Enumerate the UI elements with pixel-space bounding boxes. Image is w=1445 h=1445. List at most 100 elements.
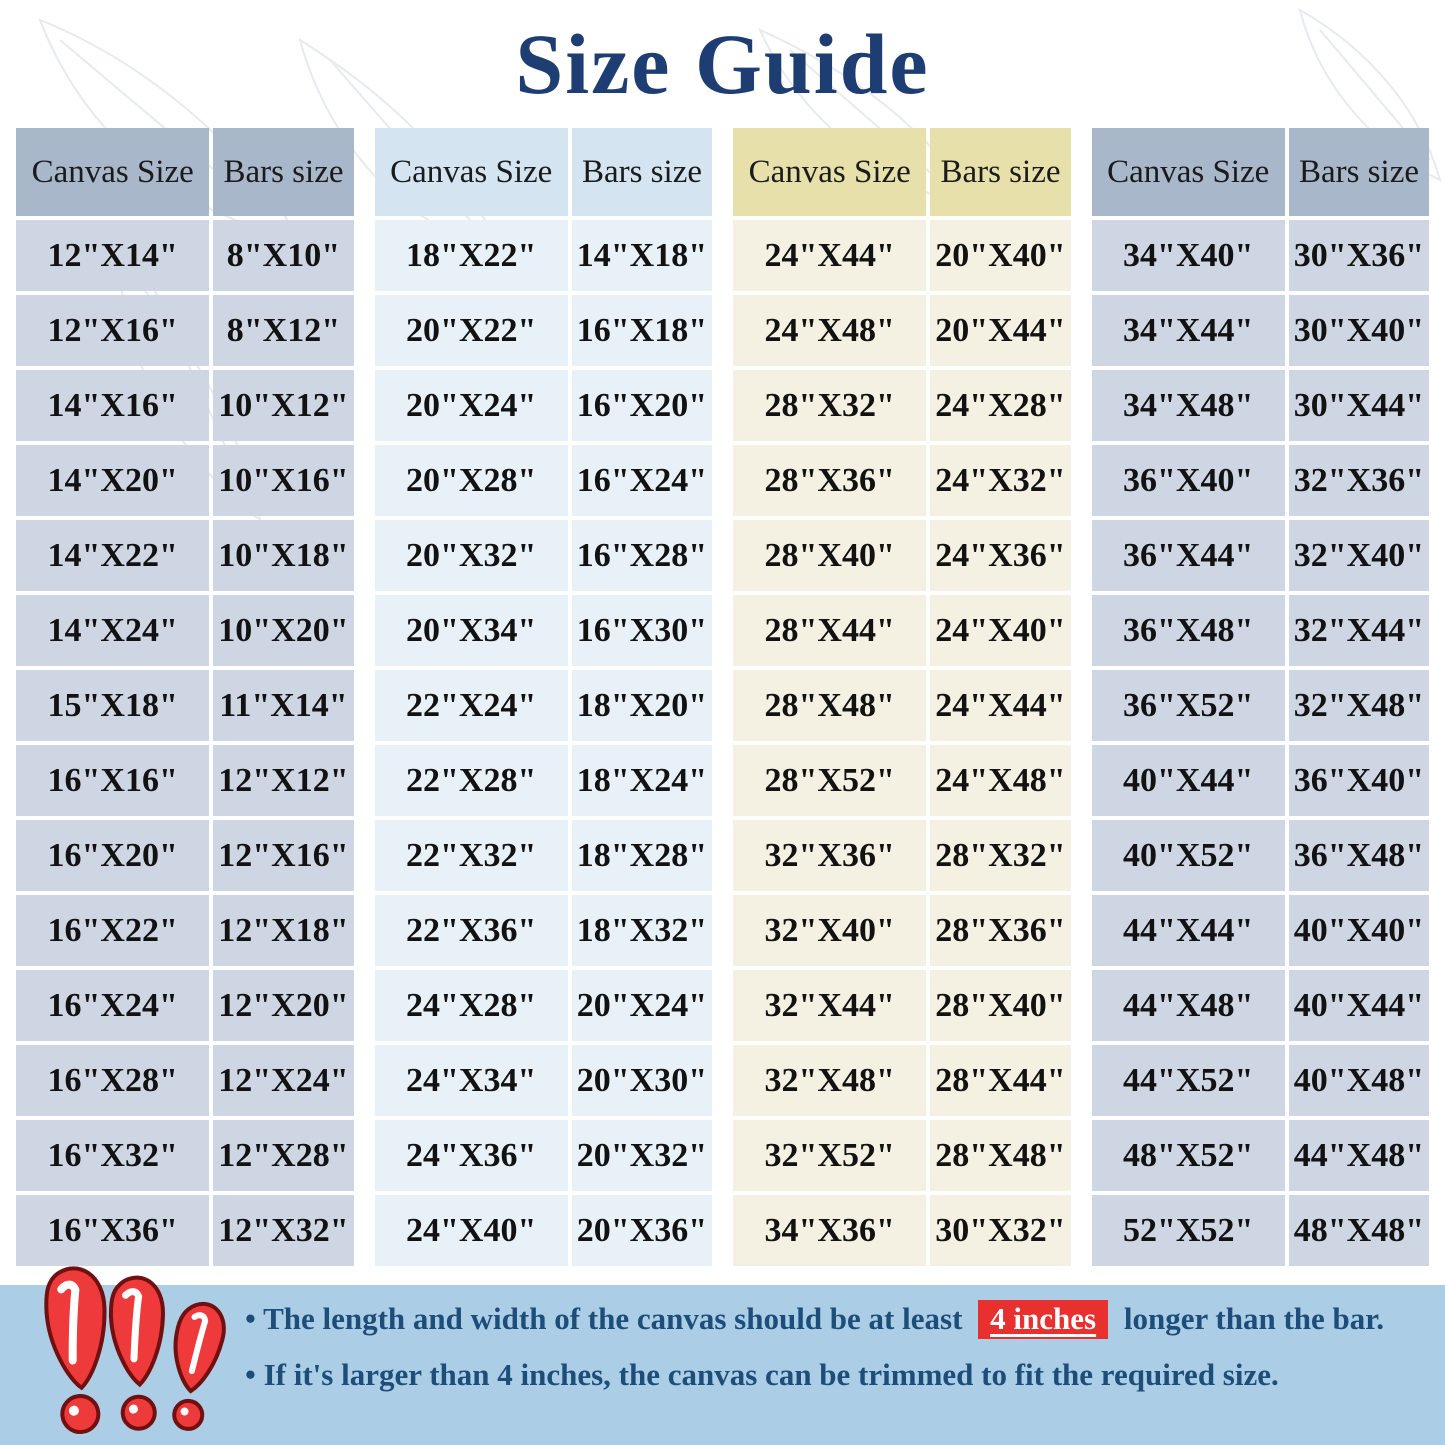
bars-size-cell: 32"X48" bbox=[1288, 670, 1429, 741]
column-header-canvas-size: Canvas Size bbox=[16, 128, 210, 216]
bars-size-cell: 12"X16" bbox=[213, 820, 354, 891]
bars-size-cell: 24"X40" bbox=[930, 595, 1071, 666]
canvas-size-cell: 14"X16" bbox=[16, 370, 210, 441]
table-row: 16"X28" 12"X24" bbox=[16, 1045, 354, 1116]
bars-size-cell: 10"X18" bbox=[213, 520, 354, 591]
exclamation-marks-icon bbox=[44, 1266, 226, 1435]
canvas-size-cell: 16"X36" bbox=[16, 1195, 210, 1266]
bars-size-cell: 24"X28" bbox=[930, 370, 1071, 441]
size-tables: Canvas Size Bars size 12"X14" 8"X10" 12"X1… bbox=[0, 124, 1445, 1270]
bars-size-cell: 28"X32" bbox=[930, 820, 1071, 891]
bars-size-cell: 12"X32" bbox=[213, 1195, 354, 1266]
table-row: 20"X32" 16"X28" bbox=[374, 520, 712, 591]
table-row: 16"X20" 12"X16" bbox=[16, 820, 354, 891]
canvas-size-cell: 44"X44" bbox=[1091, 895, 1285, 966]
table-row: 22"X28" 18"X24" bbox=[374, 745, 712, 816]
table-row: 52"X52" 48"X48" bbox=[1091, 1195, 1429, 1266]
size-table-4-body: 34"X40" 30"X36" 34"X44" 30"X40" 34"X48" 30"X4… bbox=[1091, 220, 1429, 1266]
bars-size-cell: 40"X40" bbox=[1288, 895, 1429, 966]
bars-size-cell: 11"X14" bbox=[213, 670, 354, 741]
table-row: 24"X48" 20"X44" bbox=[733, 295, 1071, 366]
table-row: 28"X32" 24"X28" bbox=[733, 370, 1071, 441]
table-row: 36"X52" 32"X48" bbox=[1091, 670, 1429, 741]
bars-size-cell: 36"X40" bbox=[1288, 745, 1429, 816]
canvas-size-cell: 32"X40" bbox=[733, 895, 927, 966]
note-line-1: • The length and width of the canvas sho… bbox=[245, 1299, 1420, 1339]
bars-size-cell: 16"X18" bbox=[571, 295, 712, 366]
table-row: 44"X52" 40"X48" bbox=[1091, 1045, 1429, 1116]
canvas-size-cell: 22"X32" bbox=[374, 820, 568, 891]
size-table-4: Canvas Size Bars size 34"X40" 30"X36" 34"X… bbox=[1088, 124, 1434, 1270]
bars-size-cell: 32"X40" bbox=[1288, 520, 1429, 591]
bars-size-cell: 44"X48" bbox=[1288, 1120, 1429, 1191]
bars-size-cell: 10"X20" bbox=[213, 595, 354, 666]
header-row: Canvas Size Bars size bbox=[1091, 128, 1429, 216]
table-row: 32"X36" 28"X32" bbox=[733, 820, 1071, 891]
canvas-size-cell: 28"X48" bbox=[733, 670, 927, 741]
bars-size-cell: 14"X18" bbox=[571, 220, 712, 291]
canvas-size-cell: 32"X52" bbox=[733, 1120, 927, 1191]
table-row: 16"X36" 12"X32" bbox=[16, 1195, 354, 1266]
bars-size-cell: 18"X32" bbox=[571, 895, 712, 966]
header-row: Canvas Size Bars size bbox=[16, 128, 354, 216]
canvas-size-cell: 12"X16" bbox=[16, 295, 210, 366]
bars-size-cell: 30"X44" bbox=[1288, 370, 1429, 441]
header-row: Canvas Size Bars size bbox=[733, 128, 1071, 216]
bars-size-cell: 8"X10" bbox=[213, 220, 354, 291]
canvas-size-cell: 34"X36" bbox=[733, 1195, 927, 1266]
bars-size-cell: 16"X28" bbox=[571, 520, 712, 591]
canvas-size-cell: 16"X20" bbox=[16, 820, 210, 891]
canvas-size-cell: 24"X44" bbox=[733, 220, 927, 291]
page-title: Size Guide bbox=[515, 16, 930, 112]
canvas-size-cell: 44"X52" bbox=[1091, 1045, 1285, 1116]
bars-size-cell: 28"X48" bbox=[930, 1120, 1071, 1191]
note-banner: • The length and width of the canvas sho… bbox=[0, 1266, 1445, 1445]
table-row: 16"X24" 12"X20" bbox=[16, 970, 354, 1041]
table-row: 14"X22" 10"X18" bbox=[16, 520, 354, 591]
canvas-size-cell: 32"X48" bbox=[733, 1045, 927, 1116]
bars-size-cell: 12"X20" bbox=[213, 970, 354, 1041]
table-row: 32"X48" 28"X44" bbox=[733, 1045, 1071, 1116]
table-row: 14"X16" 10"X12" bbox=[16, 370, 354, 441]
table-row: 28"X44" 24"X40" bbox=[733, 595, 1071, 666]
table-row: 15"X18" 11"X14" bbox=[16, 670, 354, 741]
header-row: Canvas Size Bars size bbox=[374, 128, 712, 216]
bars-size-cell: 20"X32" bbox=[571, 1120, 712, 1191]
table-row: 24"X36" 20"X32" bbox=[374, 1120, 712, 1191]
size-table-3: Canvas Size Bars size 24"X44" 20"X40" 24"X… bbox=[729, 124, 1075, 1270]
canvas-size-cell: 24"X28" bbox=[374, 970, 568, 1041]
canvas-size-cell: 52"X52" bbox=[1091, 1195, 1285, 1266]
size-table-1: Canvas Size Bars size 12"X14" 8"X10" 12"X1… bbox=[12, 124, 358, 1270]
bullet-icon: • bbox=[245, 1356, 256, 1392]
canvas-size-cell: 24"X40" bbox=[374, 1195, 568, 1266]
note-line-2: • If it's larger than 4 inches, the canv… bbox=[245, 1355, 1420, 1395]
canvas-size-cell: 20"X32" bbox=[374, 520, 568, 591]
bars-size-cell: 8"X12" bbox=[213, 295, 354, 366]
table-row: 14"X20" 10"X16" bbox=[16, 445, 354, 516]
canvas-size-cell: 18"X22" bbox=[374, 220, 568, 291]
canvas-size-cell: 12"X14" bbox=[16, 220, 210, 291]
size-table-2-body: 18"X22" 14"X18" 20"X22" 16"X18" 20"X24" 16"X2… bbox=[374, 220, 712, 1266]
notes-block: • The length and width of the canvas sho… bbox=[245, 1299, 1420, 1394]
table-row: 32"X52" 28"X48" bbox=[733, 1120, 1071, 1191]
table-row: 34"X48" 30"X44" bbox=[1091, 370, 1429, 441]
canvas-size-cell: 20"X28" bbox=[374, 445, 568, 516]
bullet-icon: • bbox=[245, 1301, 256, 1336]
bars-size-cell: 48"X48" bbox=[1288, 1195, 1429, 1266]
canvas-size-cell: 22"X28" bbox=[374, 745, 568, 816]
canvas-size-cell: 32"X36" bbox=[733, 820, 927, 891]
canvas-size-cell: 22"X36" bbox=[374, 895, 568, 966]
canvas-size-cell: 48"X52" bbox=[1091, 1120, 1285, 1191]
table-row: 16"X22" 12"X18" bbox=[16, 895, 354, 966]
bars-size-cell: 12"X12" bbox=[213, 745, 354, 816]
size-table-1-body: 12"X14" 8"X10" 12"X16" 8"X12" 14"X16" 10"X12"… bbox=[16, 220, 354, 1266]
bars-size-cell: 24"X32" bbox=[930, 445, 1071, 516]
canvas-size-cell: 32"X44" bbox=[733, 970, 927, 1041]
bars-size-cell: 40"X48" bbox=[1288, 1045, 1429, 1116]
table-row: 44"X48" 40"X44" bbox=[1091, 970, 1429, 1041]
column-header-bars-size: Bars size bbox=[930, 128, 1071, 216]
table-row: 40"X52" 36"X48" bbox=[1091, 820, 1429, 891]
canvas-size-cell: 20"X22" bbox=[374, 295, 568, 366]
canvas-size-cell: 34"X44" bbox=[1091, 295, 1285, 366]
bars-size-cell: 12"X24" bbox=[213, 1045, 354, 1116]
